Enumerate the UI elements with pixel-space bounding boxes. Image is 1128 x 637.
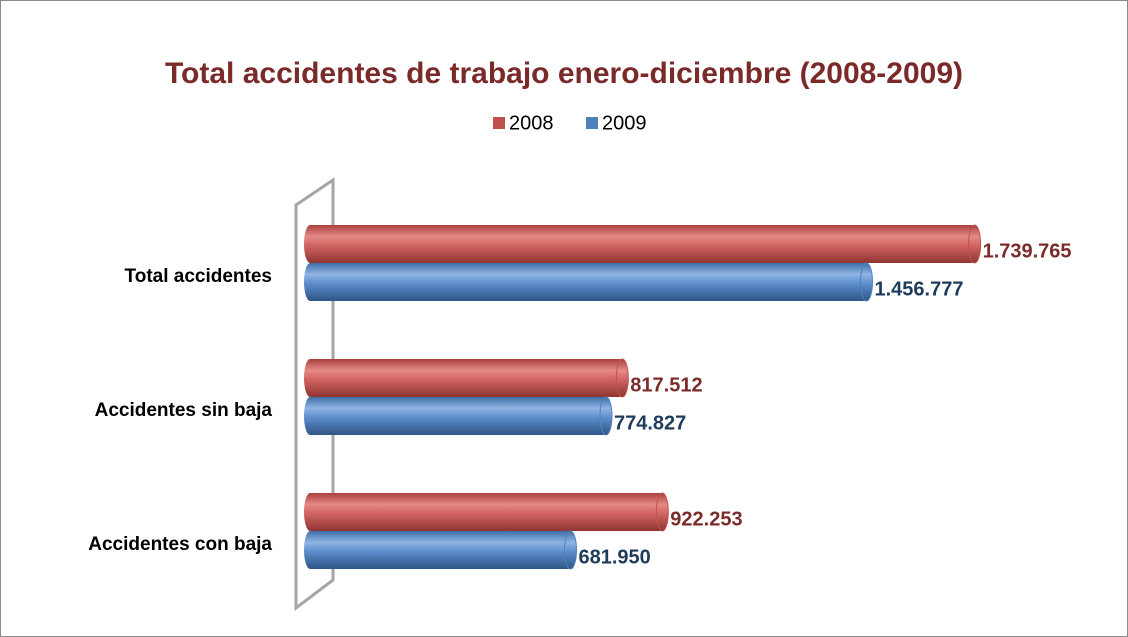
data-label: 1.739.765: [983, 240, 1072, 262]
data-label: 1.456.777: [874, 278, 963, 300]
legend-label: 2008: [509, 112, 554, 134]
legend-swatch: [493, 117, 505, 129]
bar: [310, 397, 606, 435]
bar: [310, 225, 975, 263]
data-label: 922.253: [670, 508, 742, 530]
bar: [310, 493, 663, 531]
bar-cap: [968, 224, 982, 264]
bar: [310, 531, 571, 569]
y-tick-label: Total accidentes: [125, 266, 272, 287]
y-tick-label: Accidentes con baja: [88, 534, 272, 555]
bar-cap: [615, 358, 629, 398]
bar-cap: [564, 530, 578, 570]
legend-swatch: [586, 117, 598, 129]
bar-cap: [599, 396, 613, 436]
data-label: 774.827: [614, 412, 686, 434]
y-tick-label: Accidentes sin baja: [95, 400, 273, 421]
bar: [310, 359, 623, 397]
bar: [310, 263, 867, 301]
data-label: 681.950: [579, 546, 651, 568]
chart-title: Total accidentes de trabajo enero-diciem…: [165, 57, 963, 90]
legend-label: 2009: [602, 112, 647, 134]
bar-cap: [655, 492, 669, 532]
bar-cap: [859, 262, 873, 302]
back-wall: [294, 177, 335, 612]
data-label: 817.512: [630, 374, 702, 396]
